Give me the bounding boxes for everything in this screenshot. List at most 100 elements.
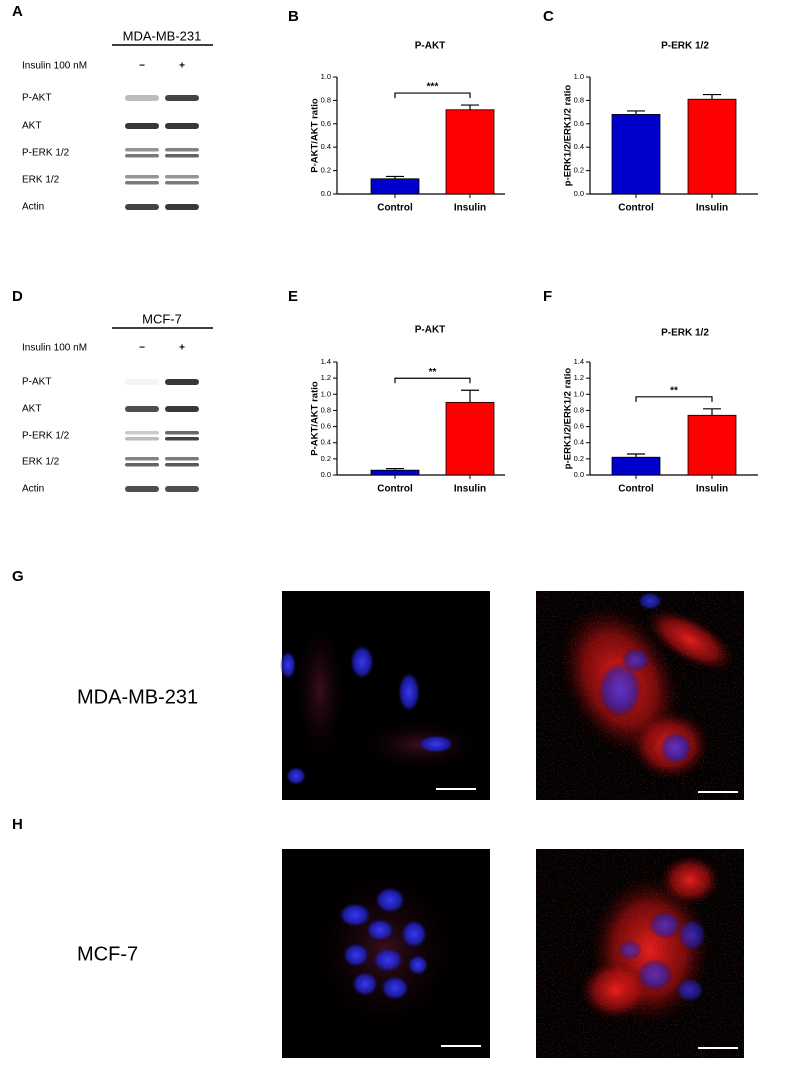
bar (611, 456, 661, 476)
band (125, 486, 159, 492)
band (165, 175, 199, 179)
chart-title: P-ERK 1/2 (661, 41, 709, 52)
band (125, 457, 159, 461)
band (165, 457, 199, 461)
band (125, 95, 159, 101)
y-axis-label: p-ERK1/2/ERK1/2 ratio (563, 368, 574, 470)
y-tick-label: 0.8 (574, 95, 584, 104)
panel-letter: E (288, 288, 298, 305)
band (165, 431, 199, 435)
micrograph (536, 849, 744, 1058)
y-axis-label: p-ERK1/2/ERK1/2 ratio (563, 85, 574, 187)
chart-title: P-AKT (415, 325, 446, 336)
band (125, 175, 159, 179)
panel-letter: A (12, 3, 23, 20)
chart-title: P-ERK 1/2 (661, 328, 709, 339)
blot-row-label: ERK 1/2 (22, 175, 60, 186)
bar (611, 114, 661, 195)
blot-row-label: P-ERK 1/2 (22, 431, 70, 442)
x-tick-label: Control (618, 484, 654, 495)
bar (370, 178, 420, 195)
band (125, 431, 159, 435)
blot-row-label: P-AKT (22, 93, 51, 104)
y-tick-label: 1.2 (574, 373, 584, 382)
y-tick-label: 0.8 (321, 405, 331, 414)
y-tick-label: 0.2 (321, 166, 331, 175)
y-tick-label: 0.8 (574, 405, 584, 414)
band (125, 406, 159, 412)
x-tick-label: Control (618, 203, 654, 214)
band (165, 379, 199, 385)
y-tick-label: 0.8 (321, 95, 331, 104)
y-tick-label: 0.4 (321, 142, 331, 151)
image-row-label: MCF-7 (77, 943, 138, 965)
blot-row-label: AKT (22, 121, 41, 132)
band (125, 463, 159, 467)
micrograph (536, 591, 744, 800)
y-axis-label: P-AKT/AKT ratio (310, 98, 321, 173)
y-tick-label: 1.0 (574, 389, 584, 398)
y-tick-label: 1.0 (321, 72, 331, 81)
chart-title: P-AKT (415, 41, 446, 52)
treatment: Insulin 100 nM (22, 61, 87, 72)
blot-row-label: Actin (22, 202, 44, 213)
band (125, 204, 159, 210)
micrograph (282, 849, 490, 1058)
band (165, 437, 199, 441)
band (165, 204, 199, 210)
y-tick-label: 1.0 (321, 389, 331, 398)
condition: − (139, 61, 145, 72)
x-tick-label: Insulin (696, 203, 728, 214)
y-tick-label: 0.0 (321, 189, 331, 198)
y-tick-label: 0.2 (574, 454, 584, 463)
band (165, 463, 199, 467)
band (125, 123, 159, 129)
band (125, 148, 159, 152)
y-tick-label: 0.0 (574, 189, 584, 198)
significance: ** (429, 367, 437, 378)
condition: + (179, 343, 185, 354)
y-tick-label: 0.4 (574, 142, 584, 151)
image-row-label: MDA-MB-231 (77, 686, 198, 708)
x-tick-label: Control (377, 484, 413, 495)
condition: − (139, 343, 145, 354)
blot-row-label: P-ERK 1/2 (22, 148, 70, 159)
blot-row-label: AKT (22, 404, 41, 415)
band (165, 95, 199, 101)
blot-row-label: ERK 1/2 (22, 457, 60, 468)
band (165, 154, 199, 158)
y-tick-label: 0.6 (321, 119, 331, 128)
band (165, 148, 199, 152)
y-axis-label: P-AKT/AKT ratio (310, 381, 321, 456)
panel-letter: C (543, 8, 554, 25)
significance: *** (427, 82, 439, 93)
significance-bracket (635, 396, 713, 402)
panel-letter: B (288, 8, 299, 25)
panel-letter: F (543, 288, 552, 305)
y-tick-label: 0.6 (321, 422, 331, 431)
y-tick-label: 0.4 (574, 438, 584, 447)
y-tick-label: 0.6 (574, 119, 584, 128)
band (165, 486, 199, 492)
cell-line: MDA-MB-231 (123, 28, 202, 43)
y-tick-label: 0.0 (321, 470, 331, 479)
micrograph (280, 591, 490, 800)
band (125, 379, 159, 385)
band (165, 181, 199, 185)
bar (687, 98, 737, 195)
y-tick-label: 0.6 (574, 422, 584, 431)
blot-row-label: Actin (22, 484, 44, 495)
y-tick-label: 0.2 (321, 454, 331, 463)
band (165, 123, 199, 129)
x-tick-label: Insulin (696, 484, 728, 495)
x-tick-label: Insulin (454, 203, 486, 214)
bar (687, 414, 737, 476)
y-tick-label: 0.0 (574, 470, 584, 479)
panel-letter: D (12, 288, 23, 305)
cell-line: MCF-7 (142, 311, 182, 326)
y-tick-label: 1.4 (321, 357, 331, 366)
condition: + (179, 61, 185, 72)
band (125, 181, 159, 185)
panel-letter: G (12, 568, 24, 585)
